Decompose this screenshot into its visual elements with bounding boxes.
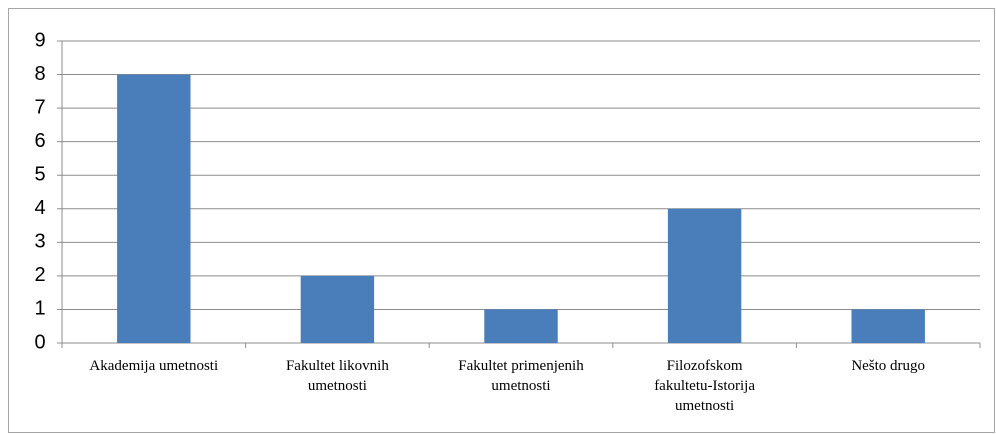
x-tick-label-line: umetnosti (491, 378, 550, 394)
x-tick-label-line: Fakultet primenjenih (458, 358, 584, 374)
bar (667, 208, 742, 343)
x-tick-label-line: umetnosti (308, 378, 367, 394)
bar (851, 309, 925, 343)
x-tick-label: Fakultet primenjenih umetnosti (458, 358, 584, 394)
bar (484, 309, 558, 343)
y-tick-label: 2 (34, 264, 45, 286)
y-tick-label: 8 (34, 63, 45, 85)
x-tick-label-line: Filozofskom (667, 358, 743, 374)
y-tick-label: 5 (34, 164, 45, 186)
y-tick-label: 3 (34, 231, 45, 253)
y-tick-label: 1 (34, 298, 45, 320)
bar (117, 74, 191, 344)
y-tick-label: 4 (34, 197, 45, 219)
x-tick-label: Fakultet likovnih umetnosti (286, 358, 389, 394)
bar (300, 275, 375, 343)
x-tick-label-line: Nešto drugo (851, 358, 925, 374)
x-tick-label: Filozofskom fakultetu-Istorija umetnosti (654, 358, 755, 414)
x-tick-label-line: umetnosti (675, 398, 734, 414)
y-tick-label: 0 (34, 331, 45, 353)
y-tick-label: 9 (34, 29, 45, 51)
y-tick-label: 7 (34, 96, 45, 118)
x-tick-label-line: fakultetu-Istorija (654, 378, 755, 394)
x-tick-label: Nešto drugo (851, 358, 925, 374)
x-tick-label: Akademija umetnosti (89, 358, 218, 374)
x-tick-label-line: Fakultet likovnih (286, 358, 389, 374)
x-tick-label-line: Akademija umetnosti (89, 358, 218, 374)
y-tick-label: 6 (34, 130, 45, 152)
